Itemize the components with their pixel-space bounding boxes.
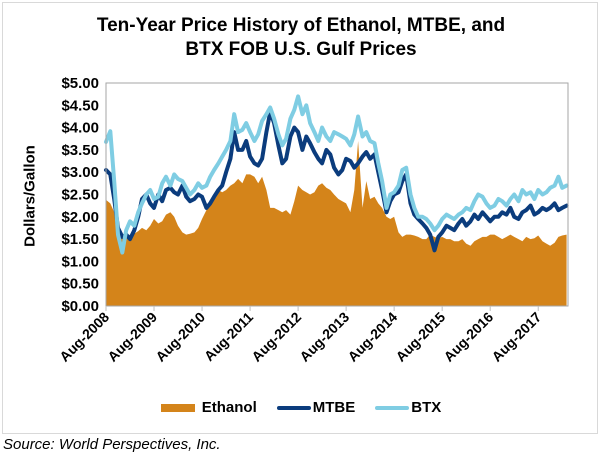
btx-swatch (375, 405, 410, 410)
series-btx-line (104, 94, 569, 255)
y-tick-label: $0.00 (61, 298, 99, 315)
legend-label-btx: BTX (411, 399, 442, 416)
plot-border (105, 82, 569, 307)
y-tick-label: $4.00 (61, 120, 99, 137)
x-tick-label: Aug-2008 (56, 309, 112, 365)
x-tick-label: Aug-2014 (344, 309, 400, 365)
legend: Ethanol MTBE BTX (0, 399, 602, 416)
plot-area (104, 94, 569, 306)
y-tick-label: $1.00 (61, 253, 99, 270)
chart-title-line-1: Ten-Year Price History of Ethanol, MTBE,… (96, 15, 506, 36)
x-tick-label: Aug-2015 (392, 309, 448, 365)
y-tick-label: $3.50 (61, 142, 99, 159)
legend-item-btx[interactable]: BTX (375, 399, 441, 416)
legend-label-ethanol: Ethanol (201, 399, 257, 416)
mtbe-swatch (276, 405, 311, 410)
legend-item-ethanol[interactable]: Ethanol (160, 399, 257, 416)
x-tick-label: Aug-2011 (201, 309, 256, 364)
y-tick-label: $4.50 (61, 97, 99, 114)
source-note: Source: World Perspectives, Inc. (3, 436, 221, 453)
x-tick-label: Aug-2016 (440, 309, 496, 365)
y-tick-label: $3.00 (61, 164, 99, 181)
x-tick-label: Aug-2012 (248, 309, 304, 365)
y-tick-label: $2.00 (61, 209, 99, 226)
y-tick-label: $5.00 (61, 75, 99, 92)
y-tick-label: $1.50 (61, 231, 99, 248)
x-tick-label: Aug-2010 (152, 309, 208, 365)
x-axis: Aug-2008Aug-2009Aug-2010Aug-2011Aug-2012… (56, 306, 544, 365)
x-tick-label: Aug-2017 (488, 309, 544, 365)
legend-label-mtbe: MTBE (312, 399, 356, 416)
y-tick-label: $0.50 (61, 276, 99, 293)
ethanol-swatch (160, 403, 195, 412)
chart-title-line-2: BTX FOB U.S. Gulf Prices (185, 39, 417, 60)
y-axis: $0.00 $0.50 $1.00 $1.50 $2.00 $2.50 $3.00 $3.50… (61, 75, 99, 315)
x-tick-label: Aug-2013 (296, 309, 352, 365)
series-mtbe-line (104, 110, 569, 253)
y-tick-label: $2.50 (61, 187, 99, 204)
series-ethanol-area (106, 141, 567, 306)
legend-item-mtbe[interactable]: MTBE (276, 399, 356, 416)
x-tick-label: Aug-2009 (104, 309, 160, 365)
chart-title: Ten-Year Price History of Ethanol, MTBE,… (0, 14, 602, 62)
